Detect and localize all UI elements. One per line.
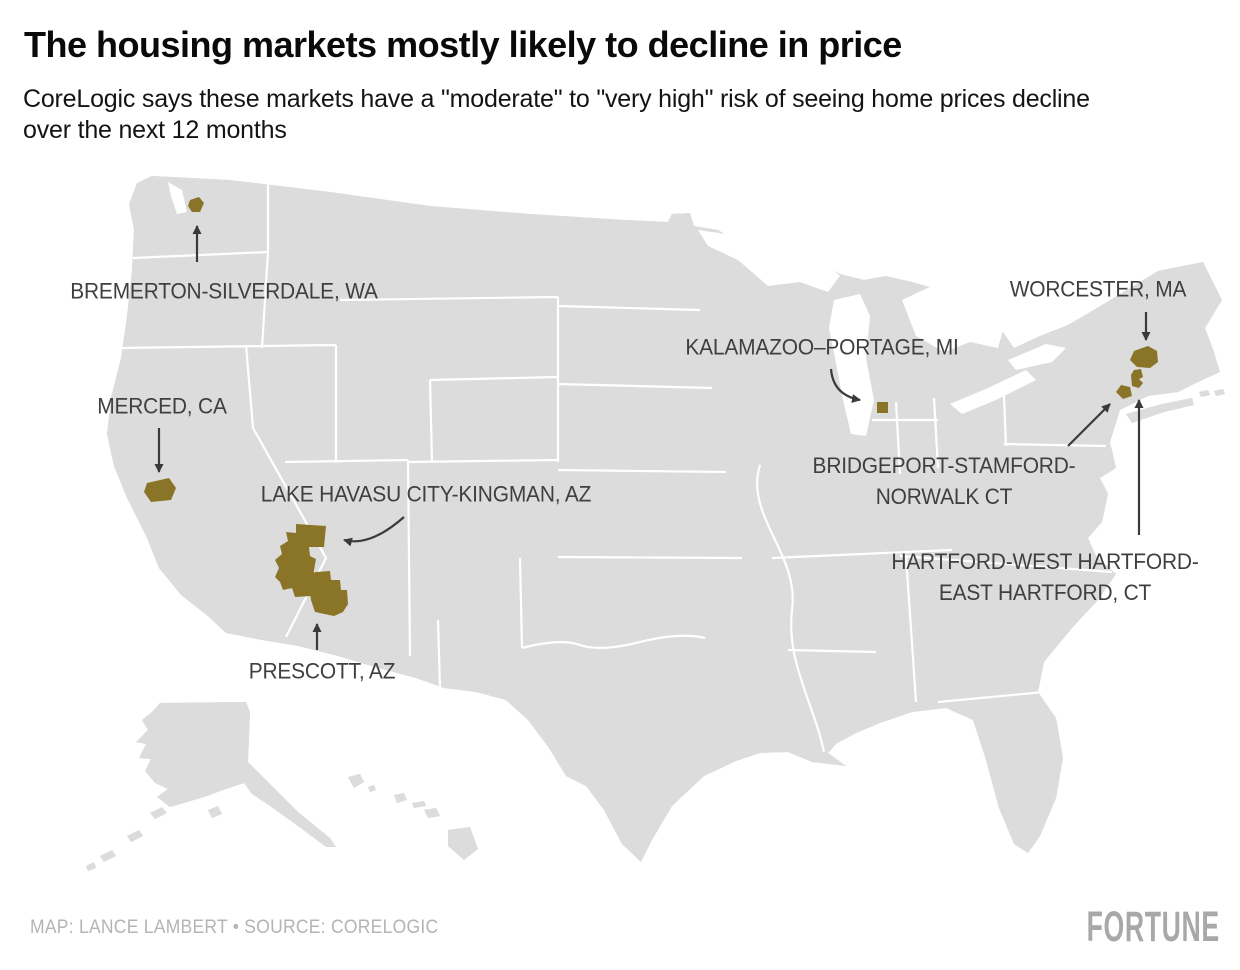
label-kalamazoo-portage-mi: KALAMAZOO–PORTAGE, MI bbox=[685, 332, 958, 363]
label-hartford-west-hartford-east-hartford-ct: HARTFORD-WEST HARTFORD- EAST HARTFORD, C… bbox=[891, 546, 1198, 608]
region-prescott-az bbox=[309, 571, 348, 616]
label-bremerton-silverdale-wa: BREMERTON-SILVERDALE, WA bbox=[70, 276, 378, 307]
fortune-logo: FORTUNE bbox=[1086, 903, 1220, 951]
label-bridgeport-stamford-norwalk-ct: BRIDGEPORT-STAMFORD- NORWALK CT bbox=[813, 450, 1076, 512]
label-line: KALAMAZOO–PORTAGE, MI bbox=[685, 334, 959, 360]
region-bremerton-silverdale-wa bbox=[188, 197, 204, 212]
puget-sound bbox=[168, 182, 187, 214]
label-line: HARTFORD-WEST HARTFORD- bbox=[891, 549, 1199, 574]
credit-line: MAP: LANCE LAMBERT • SOURCE: CORELOGIC bbox=[30, 917, 439, 938]
lake-ontario bbox=[1008, 344, 1066, 370]
state-borders bbox=[117, 183, 1113, 753]
label-line: BRIDGEPORT-STAMFORD- bbox=[812, 453, 1076, 478]
label-prescott-az: PRESCOTT, AZ bbox=[249, 656, 396, 687]
lake-michigan bbox=[829, 294, 874, 436]
label-line: NORWALK CT bbox=[875, 484, 1013, 509]
region-kalamazoo-portage-mi bbox=[877, 402, 888, 413]
label-line: BREMERTON-SILVERDALE, WA bbox=[70, 278, 378, 304]
label-merced-ca: MERCED, CA bbox=[97, 391, 227, 422]
label-worcester-ma: WORCESTER, MA bbox=[1010, 274, 1187, 305]
label-line: LAKE HAVASU CITY-KINGMAN, AZ bbox=[260, 481, 592, 507]
region-bridgeport-stamford-norwalk-ct bbox=[1116, 385, 1132, 399]
label-lake-havasu-city-kingman-az: LAKE HAVASU CITY-KINGMAN, AZ bbox=[260, 479, 592, 510]
region-hartford-ct bbox=[1131, 369, 1143, 388]
lake-huron bbox=[902, 286, 1006, 352]
page-title: The housing markets mostly likely to dec… bbox=[24, 24, 902, 65]
region-merced-ca bbox=[144, 478, 176, 502]
lake-erie bbox=[950, 370, 1036, 414]
label-line: EAST HARTFORD, CT bbox=[938, 580, 1152, 605]
arrow-lake-havasu bbox=[343, 516, 405, 547]
arrow-bridgeport bbox=[1067, 403, 1111, 447]
label-line: WORCESTER, MA bbox=[1009, 276, 1187, 302]
arrow-kalamazoo bbox=[829, 368, 861, 403]
page-subtitle: CoreLogic says these markets have a "mod… bbox=[23, 85, 1090, 144]
label-line: PRESCOTT, AZ bbox=[248, 658, 396, 684]
label-line: MERCED, CA bbox=[97, 393, 227, 419]
lake-superior bbox=[698, 230, 840, 292]
annotation-arrows bbox=[154, 225, 1151, 650]
highlighted-regions bbox=[144, 197, 1158, 616]
region-worcester-ma bbox=[1130, 346, 1158, 368]
